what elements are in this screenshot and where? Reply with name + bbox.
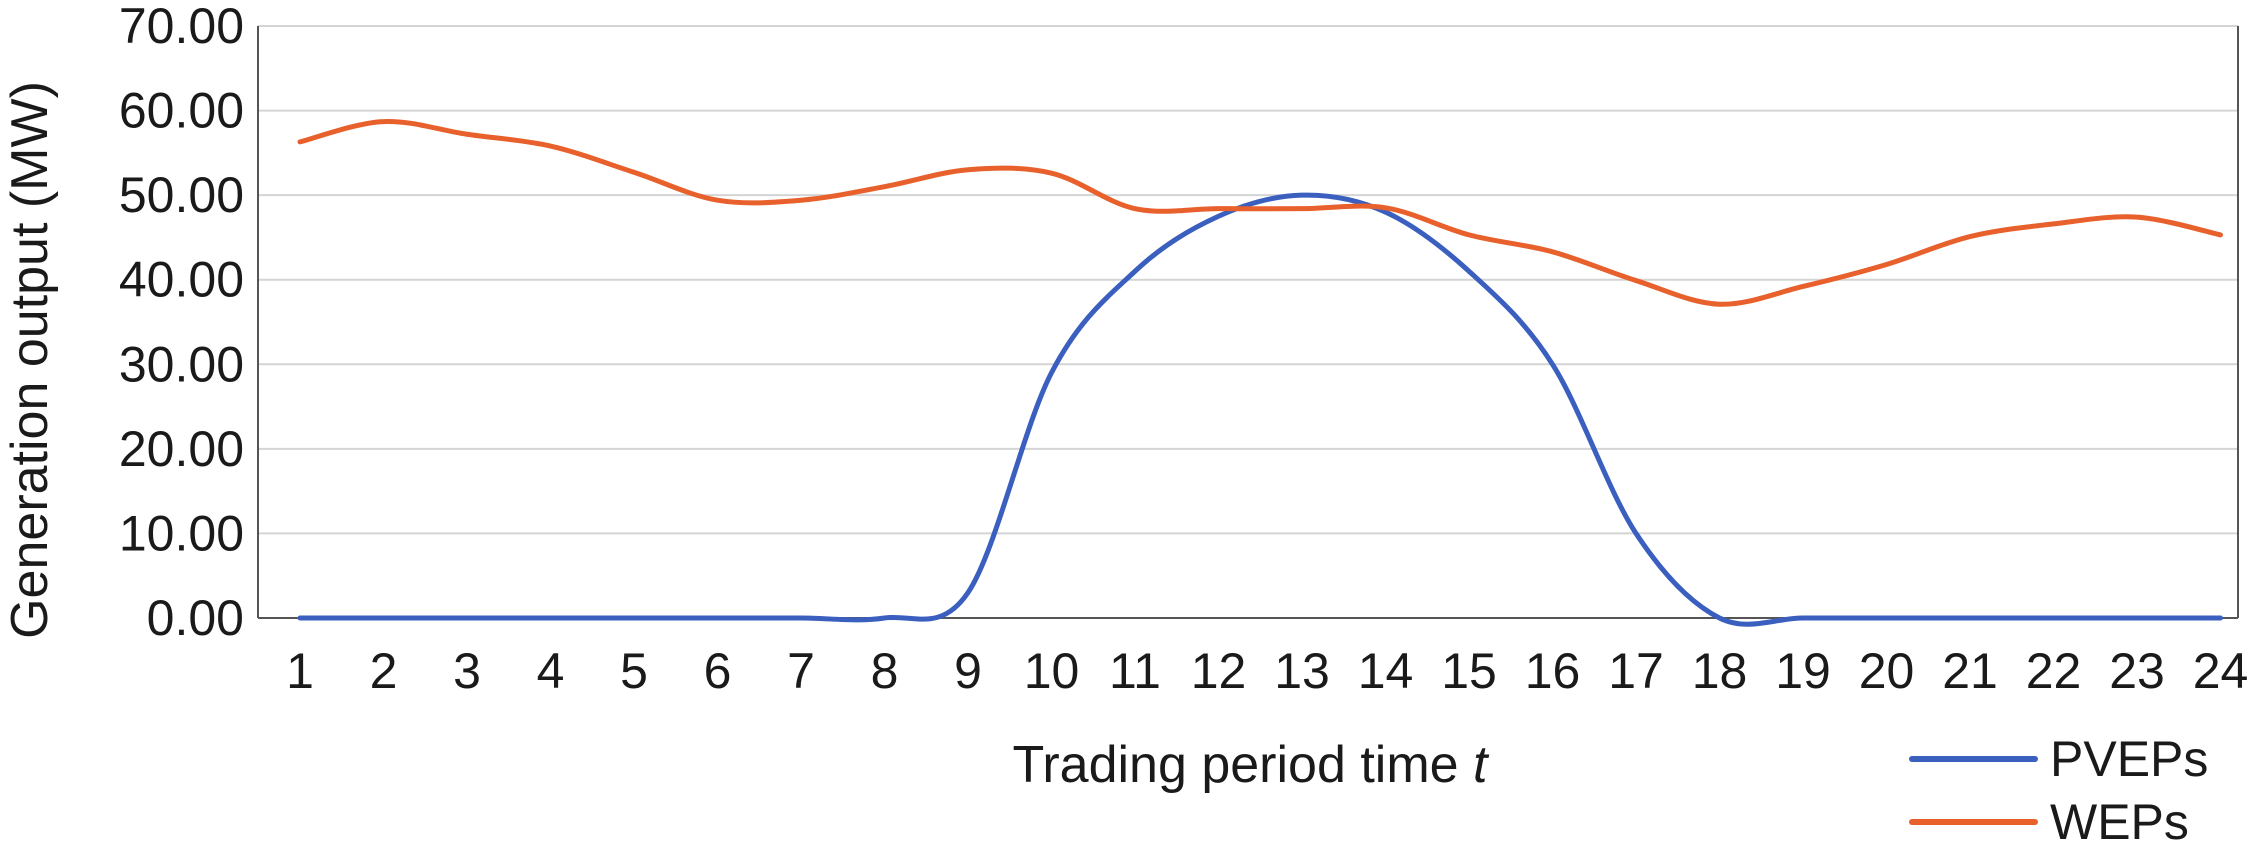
x-tick-label: 17 xyxy=(1608,643,1664,699)
x-axis-title-var: t xyxy=(1473,736,1490,794)
y-tick-label: 0.00 xyxy=(147,590,244,646)
x-tick-label: 21 xyxy=(1942,643,1998,699)
x-axis-title-text: Trading period time xyxy=(1013,736,1459,794)
y-tick-label: 50.00 xyxy=(119,167,244,223)
x-tick-label: 19 xyxy=(1775,643,1831,699)
x-tick-label: 22 xyxy=(2026,643,2082,699)
x-tick-label: 8 xyxy=(871,643,899,699)
y-axis-title: Generation output (MW) xyxy=(1,81,59,639)
x-tick-label: 9 xyxy=(954,643,982,699)
legend-label-pveps: PVEPs xyxy=(2050,731,2208,787)
x-tick-label: 1 xyxy=(286,643,314,699)
series-line-pveps xyxy=(297,192,2223,627)
x-tick-label: 12 xyxy=(1191,643,1247,699)
x-tick-label: 18 xyxy=(1692,643,1748,699)
x-tick-label: 3 xyxy=(453,643,481,699)
x-axis-title: Trading period time t xyxy=(1013,736,1491,794)
y-tick-label: 40.00 xyxy=(119,252,244,308)
y-tick-labels: 0.00 10.00 20.00 30.00 40.00 50.00 60.00 70.00 xyxy=(119,0,244,646)
x-tick-label: 10 xyxy=(1024,643,1080,699)
series-line-weps xyxy=(297,119,2223,307)
x-tick-label: 20 xyxy=(1859,643,1915,699)
x-tick-label: 7 xyxy=(787,643,815,699)
y-tick-label: 60.00 xyxy=(119,83,244,139)
x-tick-labels: 1 2 3 4 5 6 7 8 9 10 11 12 13 14 15 16 17 18 19 20 21 22 23 24 xyxy=(286,643,2248,699)
y-tick-label: 70.00 xyxy=(119,0,244,54)
y-tick-label: 20.00 xyxy=(119,421,244,477)
x-tick-label: 5 xyxy=(620,643,648,699)
axes xyxy=(257,26,2239,619)
x-tick-label: 14 xyxy=(1358,643,1414,699)
x-tick-label: 6 xyxy=(704,643,732,699)
y-tick-label: 10.00 xyxy=(119,505,244,561)
y-tick-label: 30.00 xyxy=(119,336,244,392)
series-lines xyxy=(297,119,2223,627)
x-tick-label: 4 xyxy=(537,643,565,699)
legend-label-weps: WEPs xyxy=(2050,794,2189,850)
x-tick-label: 13 xyxy=(1274,643,1330,699)
x-tick-label: 2 xyxy=(370,643,398,699)
x-tick-label: 15 xyxy=(1441,643,1497,699)
x-tick-label: 24 xyxy=(2193,643,2249,699)
gridlines xyxy=(258,25,2238,535)
legend: PVEPs WEPs xyxy=(1909,731,2208,850)
x-tick-label: 11 xyxy=(1109,643,1161,699)
x-tick-label: 23 xyxy=(2109,643,2165,699)
x-tick-label: 16 xyxy=(1525,643,1581,699)
